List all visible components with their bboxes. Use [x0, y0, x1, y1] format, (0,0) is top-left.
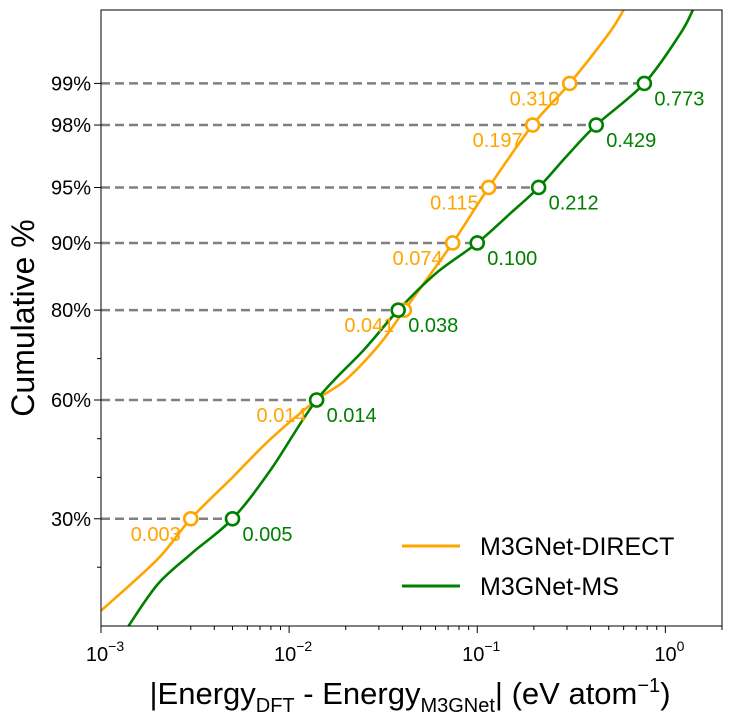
x-label-sub2: M3GNet [420, 695, 495, 717]
marker-m3gnet-ms-80 [390, 302, 406, 318]
marker-m3gnet-ms-90 [469, 235, 486, 251]
x-tick-label: 10−2 [274, 638, 312, 666]
marker-m3gnet-ms-30 [224, 510, 241, 527]
marker-m3gnet-ms-95 [530, 179, 547, 196]
y-tick-label: 60% [51, 390, 91, 412]
x-label-unit-close: ) [660, 676, 670, 711]
value-label-m3gnet-direct-95: 0.115 [430, 192, 479, 214]
value-label-m3gnet-direct-90: 0.074 [393, 248, 443, 270]
y-axis: 30% 60% 80% 90% 95% 98% 99% [51, 73, 101, 568]
x-tick-label: 10−3 [86, 638, 124, 666]
marker-m3gnet-direct-90 [444, 235, 461, 251]
x-tick-label: 100 [654, 638, 684, 666]
y-tick-label: 95% [51, 177, 91, 199]
value-label-m3gnet-direct-98: 0.197 [473, 130, 523, 152]
x-axis-label: |EnergyDFT - EnergyM3GNet| (eV atom−1) [149, 675, 670, 717]
y-tick-label: 99% [51, 73, 91, 95]
marker-m3gnet-direct-99 [561, 75, 578, 92]
y-tick-label: 80% [51, 300, 91, 322]
value-label-m3gnet-direct-80: 0.041 [344, 315, 394, 337]
x-label-sub1: DFT [256, 695, 295, 717]
legend-label-m3gnet-direct: M3GNet-DIRECT [480, 533, 674, 561]
legend-label-m3gnet-ms: M3GNet-MS [480, 573, 619, 601]
value-label-m3gnet-direct-99: 0.310 [510, 88, 560, 110]
y-tick-label: 98% [51, 115, 91, 137]
x-axis: 10−3 10−2 10−1 100 [86, 626, 723, 666]
value-label-m3gnet-ms-95: 0.212 [549, 192, 599, 214]
marker-m3gnet-ms-99 [636, 75, 653, 92]
value-label-m3gnet-ms-80: 0.038 [408, 315, 458, 337]
value-label-m3gnet-ms-60: 0.014 [327, 405, 377, 427]
value-label-m3gnet-direct-30: 0.003 [131, 524, 181, 546]
marker-m3gnet-direct-95 [480, 179, 497, 196]
plot-frame [100, 9, 723, 627]
value-label-m3gnet-ms-99: 0.773 [654, 88, 704, 110]
x-label-minus: - [295, 676, 323, 711]
x-label-unit-exp: −1 [637, 675, 660, 697]
series-line-m3gnet-ms [127, 10, 695, 626]
series-line-m3gnet-direct [101, 10, 625, 612]
value-label-m3gnet-ms-90: 0.100 [487, 248, 537, 270]
y-axis-label: Cumulative % [5, 219, 41, 416]
series-lines [101, 10, 695, 626]
reference-lines [101, 82, 645, 521]
x-label-term2: Energy [322, 676, 421, 711]
value-label-m3gnet-direct-60: 0.014 [257, 405, 307, 427]
x-label-bar-left: | [149, 676, 157, 711]
marker-m3gnet-direct-98 [524, 117, 541, 133]
x-label-unit-open: (eV atom [503, 676, 637, 711]
y-tick-label: 30% [51, 509, 91, 531]
value-label-m3gnet-ms-98: 0.429 [606, 130, 656, 152]
y-tick-label: 90% [51, 233, 91, 255]
series-markers [182, 75, 653, 527]
marker-m3gnet-ms-98 [588, 117, 605, 133]
value-label-m3gnet-ms-30: 0.005 [242, 524, 292, 546]
marker-m3gnet-direct-30 [182, 510, 199, 527]
value-labels: 0.003 0.014 0.041 0.074 0.115 0.197 0.310 0.005… [131, 88, 705, 545]
x-label-bar-right: | [495, 676, 503, 711]
x-label-term1: Energy [158, 676, 257, 711]
marker-m3gnet-ms-60 [308, 392, 325, 408]
legend: M3GNet-DIRECT M3GNet-MS [402, 533, 674, 601]
x-tick-label: 10−1 [462, 638, 500, 666]
